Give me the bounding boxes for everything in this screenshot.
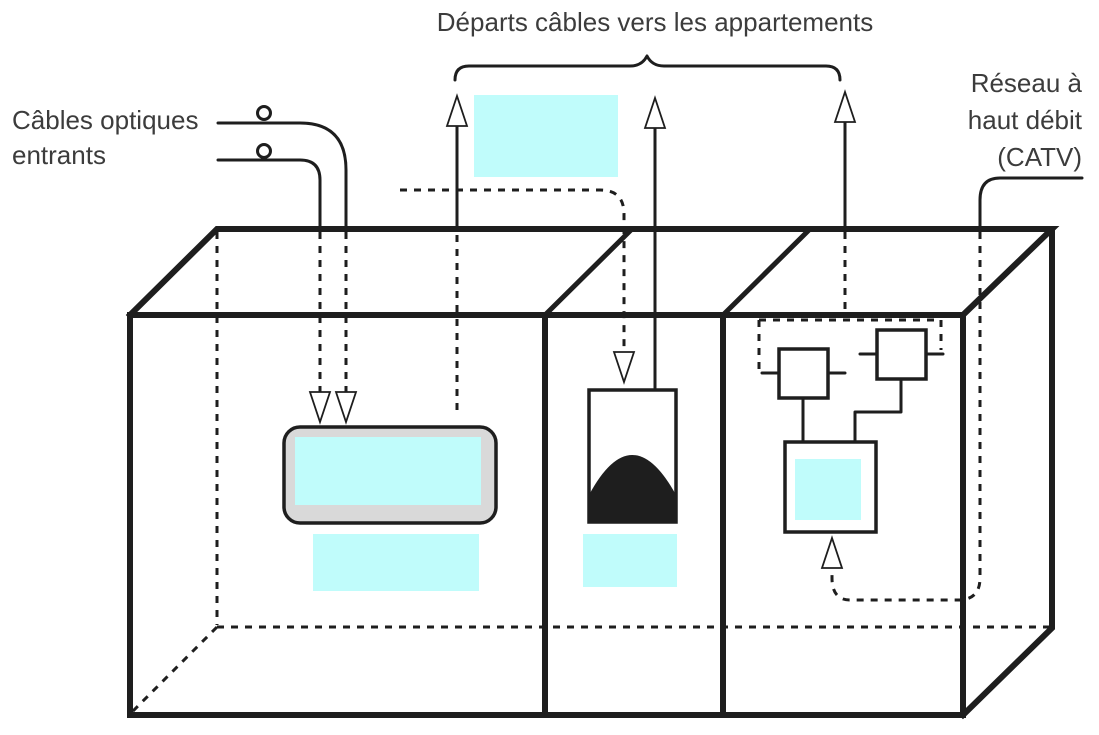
- incoming-optical-cables: [216, 105, 358, 425]
- middle-compartment-label-area: [583, 534, 677, 587]
- fiber-panel-label-area: [295, 437, 481, 505]
- cabinet-right-face: [958, 226, 1055, 720]
- divider-2-top: [720, 226, 813, 318]
- curly-brace: [453, 54, 842, 82]
- label-haut-debit: haut débit: [968, 105, 1083, 135]
- arrow-down-optical-1: [308, 391, 332, 425]
- catv-amplifier-label-area: [795, 459, 861, 520]
- splitter-2-link: [853, 377, 903, 444]
- cable-end-loop-lower: [256, 143, 272, 159]
- label-reseau: Réseau à: [971, 68, 1083, 98]
- divider-1-top: [542, 226, 635, 318]
- label-departs-cables: Départs câbles vers les appartements: [437, 7, 873, 37]
- label-cables-optiques: Câbles optiques: [12, 105, 198, 135]
- cable-end-loop-upper: [256, 105, 272, 121]
- label-entrants: entrants: [12, 140, 106, 170]
- catv-cable-hidden: [830, 232, 982, 602]
- optical-cable-inner: [216, 158, 322, 234]
- arrow-up-departure-middle: [643, 95, 667, 129]
- arrow-up-catv: [820, 535, 844, 569]
- splitter-1: [777, 347, 830, 400]
- departures-label-area: [474, 95, 618, 177]
- left-compartment-label-area: [313, 534, 479, 591]
- catv-cable: [978, 176, 1084, 231]
- arrow-down-middle: [612, 351, 636, 385]
- label-catv: (CATV): [997, 142, 1082, 172]
- hidden-edge-floor-diagonal: [130, 625, 219, 714]
- arrow-down-optical-2: [334, 391, 358, 425]
- middle-device-dome: [589, 455, 676, 522]
- arrow-up-departure-right: [833, 89, 857, 123]
- middle-dashed-cable: [400, 188, 626, 352]
- splitter-dashed-link: [759, 318, 943, 350]
- arrow-up-departure-left: [445, 93, 469, 127]
- splitter-2: [875, 328, 928, 381]
- optical-cable-outer: [216, 121, 348, 234]
